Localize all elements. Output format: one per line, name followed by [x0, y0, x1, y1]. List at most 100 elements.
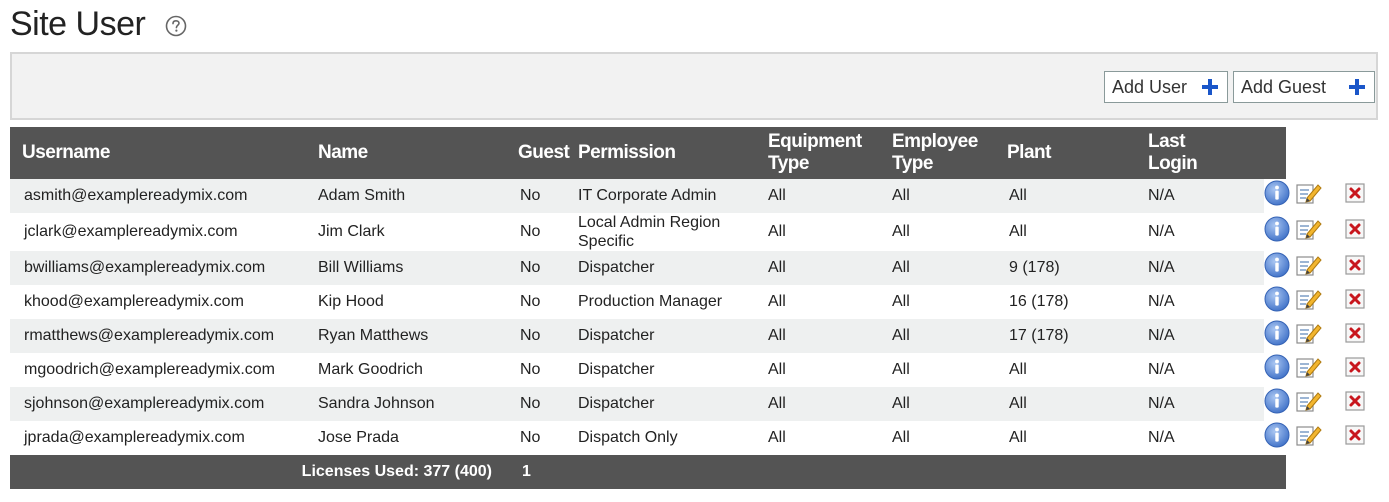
cell-name: Ryan Matthews: [306, 319, 508, 353]
table-header-row: Username Name Guest Permission Equipment…: [10, 127, 1378, 179]
table-row[interactable]: jprada@examplereadymix.com Jose Prada No Di…: [10, 421, 1378, 455]
cell-info: [1264, 319, 1290, 353]
col-header-actions-spacer: [1264, 127, 1286, 179]
edit-icon[interactable]: [1295, 389, 1323, 419]
info-icon[interactable]: [1264, 252, 1290, 284]
last-login-line2: Login: [1148, 153, 1198, 174]
cell-last-login: N/A: [1148, 293, 1175, 310]
cell-guest: No: [508, 179, 574, 213]
col-header-name[interactable]: Name: [306, 127, 508, 179]
info-icon[interactable]: [1264, 216, 1290, 248]
table-row[interactable]: khood@examplereadymix.com Kip Hood No Produ…: [10, 285, 1378, 319]
cell-employee-type: All: [892, 429, 910, 446]
table-row[interactable]: rmatthews@examplereadymix.com Ryan Matthe…: [10, 319, 1378, 353]
cell-username: asmith@examplereadymix.com: [10, 179, 306, 213]
cell-equipment-type: All: [754, 319, 878, 353]
cell-guest: No: [520, 361, 541, 378]
cell-delete: [1332, 285, 1378, 319]
delete-icon[interactable]: [1345, 323, 1365, 349]
delete-icon[interactable]: [1345, 255, 1365, 281]
edit-icon[interactable]: [1295, 181, 1323, 211]
cell-employee-type: All: [892, 361, 910, 378]
col-header-blank: [1286, 127, 1332, 179]
cell-delete: [1332, 213, 1378, 251]
edit-icon[interactable]: [1295, 287, 1323, 317]
col-header-blank: [1332, 127, 1378, 179]
delete-icon[interactable]: [1345, 219, 1365, 245]
delete-icon[interactable]: [1345, 357, 1365, 383]
cell-last-login: N/A: [1139, 251, 1264, 285]
cell-permission: Dispatcher: [578, 361, 655, 378]
info-icon[interactable]: [1264, 422, 1290, 454]
cell-employee-type: All: [878, 319, 995, 353]
cell-delete: [1332, 319, 1378, 353]
cell-equipment-type: All: [768, 429, 786, 446]
info-icon[interactable]: [1264, 388, 1290, 420]
cell-last-login: N/A: [1139, 179, 1264, 213]
footer-spacer: [574, 455, 1286, 489]
col-header-username[interactable]: Username: [10, 127, 306, 179]
cell-permission: IT Corporate Admin: [574, 179, 754, 213]
edit-icon[interactable]: [1295, 253, 1323, 283]
delete-icon[interactable]: [1345, 183, 1365, 209]
cell-plant: 9 (178): [995, 251, 1139, 285]
page-title: Site User: [10, 4, 146, 43]
cell-name: Bill Williams: [306, 251, 508, 285]
cell-username: khood@examplereadymix.com: [24, 293, 244, 310]
edit-icon[interactable]: [1295, 321, 1323, 351]
cell-equipment-type: All: [768, 293, 786, 310]
cell-name: Sandra Johnson: [306, 387, 508, 421]
cell-username: sjohnson@examplereadymix.com: [10, 387, 306, 421]
edit-icon[interactable]: [1295, 217, 1323, 247]
cell-info: [1264, 421, 1290, 455]
add-user-label: Add User: [1112, 76, 1188, 97]
cell-delete: [1332, 353, 1378, 387]
cell-name: Mark Goodrich: [318, 361, 423, 378]
cell-name: Jim Clark: [318, 223, 385, 240]
cell-permission: Local Admin Region Specific: [578, 214, 721, 250]
add-user-button[interactable]: Add User: [1104, 71, 1228, 103]
cell-info: [1264, 285, 1290, 319]
cell-permission: Dispatch Only: [578, 429, 678, 446]
edit-icon[interactable]: [1295, 355, 1323, 385]
cell-employee-type: All: [892, 223, 910, 240]
table-row[interactable]: asmith@examplereadymix.com Adam Smith No IT…: [10, 179, 1378, 213]
cell-delete: [1332, 251, 1378, 285]
delete-icon[interactable]: [1345, 289, 1365, 315]
table-row[interactable]: jclark@examplereadymix.com Jim Clark No Loc…: [10, 213, 1378, 251]
cell-employee-type: All: [892, 293, 910, 310]
plus-icon: [1349, 79, 1365, 95]
col-header-permission[interactable]: Permission: [574, 127, 754, 179]
col-header-last-login[interactable]: Last Login: [1139, 127, 1264, 179]
cell-last-login: N/A: [1139, 319, 1264, 353]
cell-plant: All: [995, 179, 1139, 213]
table-row[interactable]: sjohnson@examplereadymix.com Sandra Johns…: [10, 387, 1378, 421]
col-header-equipment-type[interactable]: Equipment Type: [754, 127, 878, 179]
add-guest-button[interactable]: Add Guest: [1233, 71, 1375, 103]
cell-info: [1264, 213, 1290, 251]
delete-icon[interactable]: [1345, 391, 1365, 417]
cell-equipment-type: All: [754, 387, 878, 421]
cell-edit: [1286, 319, 1332, 353]
cell-name: Jose Prada: [318, 429, 399, 446]
cell-employee-type: All: [878, 251, 995, 285]
cell-username: rmatthews@examplereadymix.com: [10, 319, 306, 353]
col-header-employee-type[interactable]: Employee Type: [878, 127, 995, 179]
info-icon[interactable]: [1264, 286, 1290, 318]
edit-icon[interactable]: [1295, 423, 1323, 453]
info-icon[interactable]: [1264, 354, 1290, 386]
info-icon[interactable]: [1264, 180, 1290, 212]
help-icon[interactable]: [165, 15, 187, 37]
cell-plant: All: [1009, 223, 1027, 240]
col-header-guest[interactable]: Guest: [508, 127, 574, 179]
table-row[interactable]: mgoodrich@examplereadymix.com Mark Goodri…: [10, 353, 1378, 387]
cell-permission: Production Manager: [578, 293, 723, 310]
cell-edit: [1286, 387, 1332, 421]
info-icon[interactable]: [1264, 320, 1290, 352]
col-header-plant[interactable]: Plant: [995, 127, 1139, 179]
table-row[interactable]: bwilliams@examplereadymix.com Bill Willia…: [10, 251, 1378, 285]
guest-count: 1: [508, 455, 574, 489]
cell-plant: All: [1009, 429, 1027, 446]
cell-plant: 16 (178): [1009, 293, 1069, 310]
delete-icon[interactable]: [1345, 425, 1365, 451]
